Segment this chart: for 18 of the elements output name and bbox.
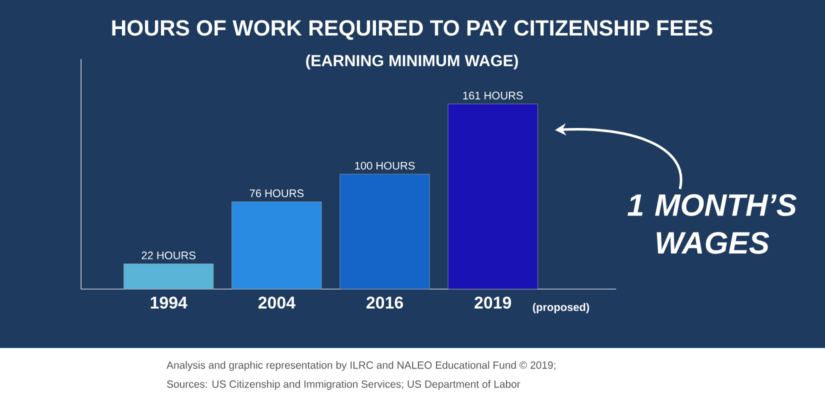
bar: [340, 174, 430, 290]
data-label: 22 HOURS: [142, 252, 196, 260]
text: Analysis and graphic representation by ILRC and NALEO Educational Fund © 2019;: [166, 361, 556, 371]
x-tick-label: 2019: [474, 296, 512, 309]
data-label: 161 HOURS: [463, 92, 523, 100]
x-tick-label: 2004: [258, 296, 296, 309]
source-note: Sources: US Citizenship and Immigration Services; US Department of Labor: [166, 380, 520, 390]
text: 1 MONTH’S WAGES: [628, 194, 797, 254]
x-tick-label: 2016: [366, 296, 404, 309]
chart-subtitle: (EARNING MINIMUM WAGE): [306, 54, 518, 70]
text: (proposed): [532, 302, 590, 314]
data-label: 76 HOURS: [250, 189, 304, 198]
data-label: 100 HOURS: [355, 162, 415, 170]
bar: [232, 202, 322, 290]
x-tick-label: 1994: [150, 296, 188, 309]
bar: [124, 264, 214, 290]
bar: [448, 104, 538, 290]
chart-title: HOURS OF WORK REQUIRED TO PAY CITIZENSHIP FEES: [112, 20, 712, 40]
